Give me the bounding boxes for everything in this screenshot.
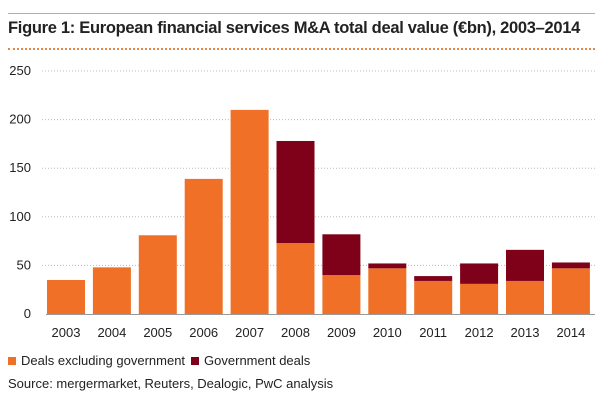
x-tick-label: 2011	[419, 325, 447, 340]
top-rule	[8, 13, 595, 14]
bar-2012-deals-excluding-government	[460, 283, 499, 314]
chart-title: Figure 1: European financial services M&…	[8, 19, 581, 37]
y-tick-label: 0	[24, 306, 31, 321]
legend-swatch	[191, 356, 200, 365]
x-tick-label: 2014	[556, 325, 585, 340]
y-tick-label: 150	[9, 160, 31, 175]
bar-2011-government-deals	[414, 276, 453, 281]
bar-2008-deals-excluding-government	[276, 243, 315, 314]
bar-2010-government-deals	[368, 263, 407, 269]
bar-2009-government-deals	[322, 234, 361, 276]
legend-swatch	[8, 356, 16, 365]
x-tick-label: 2009	[327, 325, 356, 340]
bar-2006-deals-excluding-government	[184, 178, 223, 314]
legend-label: Deals excluding government	[21, 353, 186, 368]
x-tick-label: 2003	[52, 325, 81, 340]
y-tick-label: 200	[9, 112, 31, 127]
x-tick-label: 2013	[511, 325, 540, 340]
bar-2013-government-deals	[506, 249, 544, 281]
x-tick-label: 2010	[373, 325, 402, 340]
x-tick-label: 2008	[281, 325, 310, 340]
bar-2003-deals-excluding-government	[47, 279, 85, 314]
bar-2007-deals-excluding-government	[230, 109, 269, 314]
bar-2014-deals-excluding-government	[551, 268, 590, 314]
x-tick-label: 2012	[465, 325, 494, 340]
legend-label: Government deals	[204, 353, 311, 368]
bar-2004-deals-excluding-government	[92, 267, 131, 314]
bar-2005-deals-excluding-government	[138, 235, 177, 314]
y-tick-label: 250	[9, 63, 31, 78]
bar-2010-deals-excluding-government	[368, 268, 407, 314]
bar-2011-deals-excluding-government	[414, 280, 453, 314]
x-tick-label: 2005	[143, 325, 172, 340]
title-divider	[8, 48, 595, 50]
bar-2009-deals-excluding-government	[322, 275, 361, 314]
bar-2014-government-deals	[551, 262, 590, 269]
y-tick-label: 50	[17, 257, 31, 272]
bar-2012-government-deals	[460, 263, 499, 284]
x-tick-label: 2007	[235, 325, 264, 340]
source-note: Source: mergermarket, Reuters, Dealogic,…	[8, 376, 334, 391]
legend-item-government: Government deals	[191, 353, 310, 368]
bar-2013-deals-excluding-government	[506, 280, 544, 314]
x-tick-label: 2004	[97, 325, 126, 340]
x-tick-label: 2006	[189, 325, 218, 340]
y-tick-label: 100	[9, 209, 31, 224]
bar-2008-government-deals	[276, 140, 315, 244]
legend-item-excluding-government: Deals excluding government	[8, 353, 185, 368]
legend: Deals excluding government Government de…	[8, 353, 316, 368]
